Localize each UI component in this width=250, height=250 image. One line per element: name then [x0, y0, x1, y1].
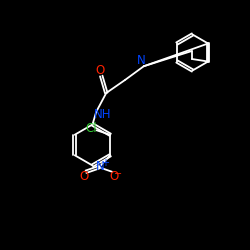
Text: +: +: [101, 158, 109, 168]
Text: NH: NH: [94, 108, 111, 121]
Text: O: O: [95, 64, 104, 77]
Text: Cl: Cl: [85, 122, 97, 135]
Text: O: O: [80, 170, 89, 183]
Text: N: N: [137, 54, 145, 67]
Text: −: −: [114, 169, 122, 179]
Text: O: O: [109, 170, 118, 183]
Text: N: N: [96, 160, 105, 172]
